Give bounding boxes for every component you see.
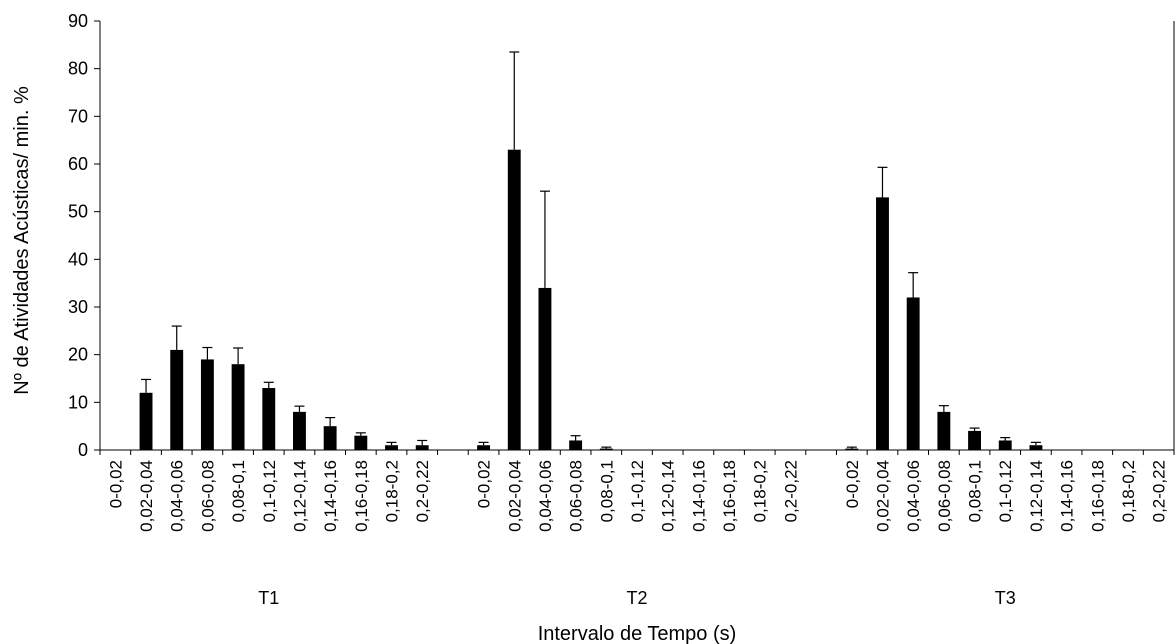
x-category-label: 0,12-0,14 xyxy=(659,460,678,532)
x-group-label: T2 xyxy=(626,588,647,608)
x-category-label: 0,06-0,08 xyxy=(198,460,217,532)
y-tick-label: 20 xyxy=(68,345,88,365)
bar xyxy=(507,149,521,450)
x-category-label: 0,08-0,1 xyxy=(966,460,985,522)
bar xyxy=(876,197,889,450)
bar xyxy=(845,448,859,450)
y-tick-label: 10 xyxy=(68,392,88,412)
x-category-label: 0,1-0,12 xyxy=(260,460,279,522)
x-category-label: 0,06-0,08 xyxy=(567,460,586,532)
y-tick-label: 90 xyxy=(68,11,88,31)
bar xyxy=(231,364,245,450)
bar xyxy=(200,359,214,450)
x-group-label: T1 xyxy=(258,588,279,608)
x-category-label: 0,18-0,2 xyxy=(751,460,770,522)
bar xyxy=(538,287,552,450)
y-tick-label: 70 xyxy=(68,106,88,126)
x-category-label: 0,02-0,04 xyxy=(505,460,524,532)
y-axis-title: Nº de Atividades Acústicas/ min. % xyxy=(11,86,33,395)
axes xyxy=(99,21,1175,451)
x-category-label: 0,04-0,06 xyxy=(904,460,923,532)
x-category-label: 0,16-0,18 xyxy=(720,460,739,532)
bar xyxy=(170,349,184,450)
y-tick-label: 30 xyxy=(68,297,88,317)
x-category-labels: 0-0,02 0,02-0,04 0,04-0,06 0,06-0,08 0,08-0,… xyxy=(99,450,1175,532)
x-category-label: 0-0,02 xyxy=(475,460,494,508)
bar xyxy=(937,411,951,450)
x-category-label: 0,08-0,1 xyxy=(597,460,616,522)
y-tick-label: 60 xyxy=(68,154,88,174)
x-category-label: 0,06-0,08 xyxy=(935,460,954,532)
x-category-label: 0,18-0,2 xyxy=(383,460,402,522)
x-category-label: 0,18-0,2 xyxy=(1119,460,1138,522)
x-category-label: 0,14-0,16 xyxy=(1058,460,1077,532)
bar xyxy=(599,448,613,450)
x-category-label: 0,2-0,22 xyxy=(781,460,800,522)
x-category-label: 0,02-0,04 xyxy=(137,460,156,532)
bar xyxy=(262,388,276,450)
y-tick-label: 0 xyxy=(78,440,88,460)
x-category-label: 0,02-0,04 xyxy=(873,460,892,532)
x-category-label: 0,16-0,18 xyxy=(1088,460,1107,532)
bar xyxy=(968,430,981,450)
bar xyxy=(1029,445,1043,450)
x-group-label: T3 xyxy=(995,588,1016,608)
y-tick-label: 40 xyxy=(68,249,88,269)
error-bars xyxy=(141,51,1041,449)
bar xyxy=(906,297,920,450)
bar xyxy=(354,435,368,450)
x-category-label: 0,1-0,12 xyxy=(628,460,647,522)
bar xyxy=(139,392,153,450)
x-category-label: 0-0,02 xyxy=(106,460,125,508)
bar xyxy=(415,445,429,450)
x-category-label: 0,04-0,06 xyxy=(536,460,555,532)
x-category-label: 0,12-0,14 xyxy=(1027,460,1046,532)
y-axis-ticks: 0 10 20 30 40 50 60 70 80 90 xyxy=(68,11,100,460)
bar xyxy=(323,426,337,450)
x-category-label: 0,16-0,18 xyxy=(352,460,371,532)
x-category-label: 0,12-0,14 xyxy=(290,460,309,532)
x-group-labels: T1 T2 T3 xyxy=(258,588,1015,608)
bar xyxy=(293,411,306,450)
x-category-label: 0,14-0,16 xyxy=(321,460,340,532)
y-tick-label: 80 xyxy=(68,59,88,79)
bar xyxy=(569,440,583,450)
x-category-label: 0-0,02 xyxy=(843,460,862,508)
bar xyxy=(385,445,398,450)
bar xyxy=(477,445,491,450)
x-category-label: 0,14-0,16 xyxy=(689,460,708,532)
y-tick-label: 50 xyxy=(68,202,88,222)
x-category-label: 0,1-0,12 xyxy=(996,460,1015,522)
bar xyxy=(998,440,1012,450)
x-axis-title: Intervalo de Tempo (s) xyxy=(538,623,737,644)
x-category-label: 0,2-0,22 xyxy=(413,460,432,522)
x-category-label: 0,08-0,1 xyxy=(229,460,248,522)
x-category-label: 0,04-0,06 xyxy=(168,460,187,532)
x-category-label: 0,2-0,22 xyxy=(1150,460,1169,522)
bars xyxy=(139,149,1043,450)
